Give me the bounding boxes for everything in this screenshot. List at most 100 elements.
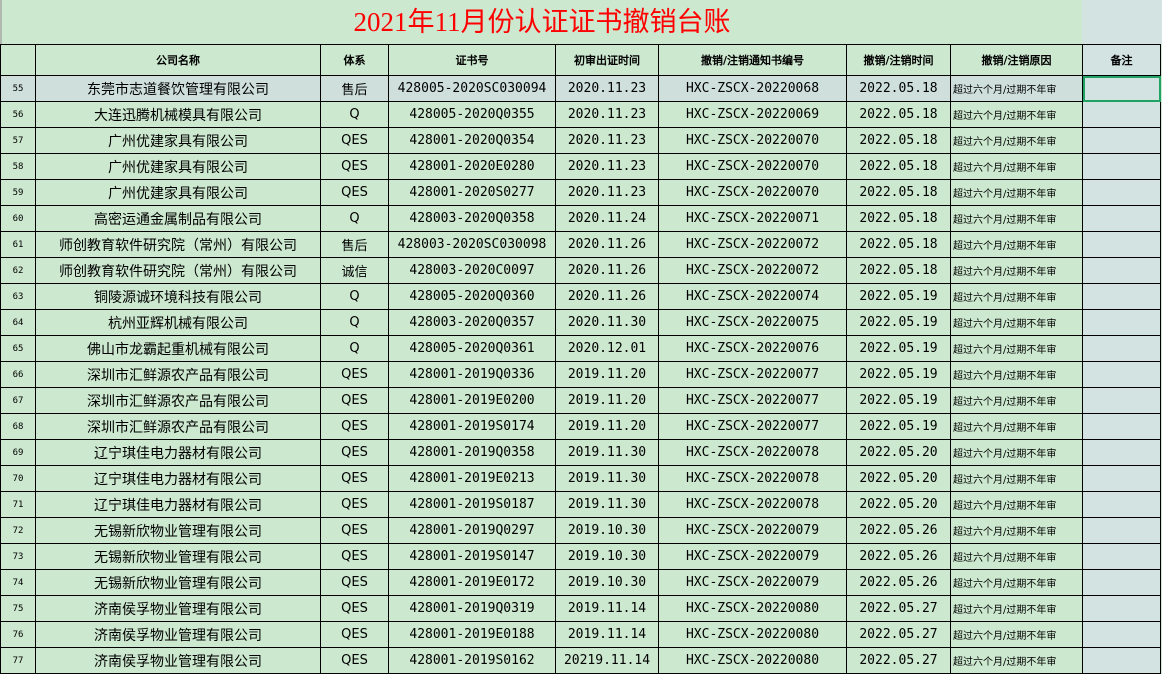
- company-name-cell[interactable]: 东莞市志道餐饮管理有限公司: [35, 75, 321, 102]
- notice-number-cell[interactable]: HXC-ZSCX-20220078: [658, 465, 847, 492]
- revocation-date-cell[interactable]: 2022.05.18: [846, 205, 951, 232]
- company-name-cell[interactable]: 深圳市汇鲜源农产品有限公司: [35, 387, 321, 414]
- system-cell[interactable]: QES: [320, 491, 389, 518]
- remarks-cell[interactable]: [1082, 361, 1161, 388]
- row-number-cell[interactable]: 66: [0, 361, 36, 388]
- revocation-reason-cell[interactable]: 超过六个月/过期不年审: [950, 127, 1083, 154]
- certificate-number-cell[interactable]: 428001-2019E0188: [388, 621, 556, 648]
- revocation-reason-cell[interactable]: 超过六个月/过期不年审: [950, 465, 1083, 492]
- system-cell[interactable]: 售后: [320, 231, 389, 258]
- notice-number-cell[interactable]: HXC-ZSCX-20220069: [658, 101, 847, 128]
- revocation-reason-cell[interactable]: 超过六个月/过期不年审: [950, 517, 1083, 544]
- notice-number-cell[interactable]: HXC-ZSCX-20220076: [658, 335, 847, 362]
- certificate-number-cell[interactable]: 428003-2020C0097: [388, 257, 556, 284]
- initial-issue-date-cell[interactable]: 2020.11.26: [555, 283, 659, 310]
- company-name-cell[interactable]: 广州优建家具有限公司: [35, 153, 321, 180]
- system-cell[interactable]: QES: [320, 569, 389, 596]
- initial-issue-date-cell[interactable]: 2019.10.30: [555, 569, 659, 596]
- revocation-reason-cell[interactable]: 超过六个月/过期不年审: [950, 75, 1083, 102]
- revocation-reason-cell[interactable]: 超过六个月/过期不年审: [950, 543, 1083, 570]
- revocation-date-cell[interactable]: 2022.05.26: [846, 517, 951, 544]
- certificate-number-cell[interactable]: 428001-2019S0174: [388, 413, 556, 440]
- row-number-cell[interactable]: 63: [0, 283, 36, 310]
- system-cell[interactable]: 售后: [320, 75, 389, 102]
- row-number-cell[interactable]: 59: [0, 179, 36, 206]
- certificate-number-cell[interactable]: 428001-2020Q0354: [388, 127, 556, 154]
- notice-number-cell[interactable]: HXC-ZSCX-20220080: [658, 595, 847, 622]
- initial-issue-date-cell[interactable]: 2020.11.30: [555, 309, 659, 336]
- initial-issue-date-cell[interactable]: 2019.11.30: [555, 439, 659, 466]
- initial-issue-date-header[interactable]: 初审出证时间: [555, 44, 659, 76]
- notice-number-cell[interactable]: HXC-ZSCX-20220070: [658, 179, 847, 206]
- notice-number-cell[interactable]: HXC-ZSCX-20220072: [658, 257, 847, 284]
- initial-issue-date-cell[interactable]: 2019.11.20: [555, 387, 659, 414]
- company-name-cell[interactable]: 广州优建家具有限公司: [35, 127, 321, 154]
- remarks-cell[interactable]: [1082, 153, 1161, 180]
- revocation-date-cell[interactable]: 2022.05.26: [846, 543, 951, 570]
- row-number-cell[interactable]: 57: [0, 127, 36, 154]
- remarks-cell[interactable]: [1082, 257, 1161, 284]
- company-name-header[interactable]: 公司名称: [35, 44, 321, 76]
- row-number-cell[interactable]: 72: [0, 517, 36, 544]
- initial-issue-date-cell[interactable]: 2020.11.23: [555, 153, 659, 180]
- remarks-cell[interactable]: [1082, 75, 1161, 102]
- notice-number-cell[interactable]: HXC-ZSCX-20220077: [658, 387, 847, 414]
- certificate-number-cell[interactable]: 428001-2019Q0297: [388, 517, 556, 544]
- initial-issue-date-cell[interactable]: 2019.11.20: [555, 361, 659, 388]
- system-header[interactable]: 体系: [320, 44, 389, 76]
- remarks-cell[interactable]: [1082, 569, 1161, 596]
- system-cell[interactable]: QES: [320, 621, 389, 648]
- row-number-cell[interactable]: 58: [0, 153, 36, 180]
- certificate-number-cell[interactable]: 428001-2019E0172: [388, 569, 556, 596]
- notice-number-cell[interactable]: HXC-ZSCX-20220074: [658, 283, 847, 310]
- system-cell[interactable]: QES: [320, 413, 389, 440]
- notice-number-cell[interactable]: HXC-ZSCX-20220070: [658, 153, 847, 180]
- row-number-cell[interactable]: 68: [0, 413, 36, 440]
- row-number-cell[interactable]: 56: [0, 101, 36, 128]
- certificate-number-cell[interactable]: 428001-2019Q0358: [388, 439, 556, 466]
- row-number-cell[interactable]: 64: [0, 309, 36, 336]
- row-number-cell[interactable]: 73: [0, 543, 36, 570]
- notice-number-cell[interactable]: HXC-ZSCX-20220079: [658, 543, 847, 570]
- initial-issue-date-cell[interactable]: 2020.11.23: [555, 75, 659, 102]
- row-number-cell[interactable]: 61: [0, 231, 36, 258]
- certificate-number-cell[interactable]: 428001-2019S0187: [388, 491, 556, 518]
- notice-number-cell[interactable]: HXC-ZSCX-20220079: [658, 517, 847, 544]
- revocation-reason-cell[interactable]: 超过六个月/过期不年审: [950, 361, 1083, 388]
- row-number-cell[interactable]: 69: [0, 439, 36, 466]
- notice-number-cell[interactable]: HXC-ZSCX-20220078: [658, 439, 847, 466]
- revocation-reason-cell[interactable]: 超过六个月/过期不年审: [950, 101, 1083, 128]
- certificate-number-cell[interactable]: 428001-2019Q0336: [388, 361, 556, 388]
- revocation-reason-header[interactable]: 撤销/注销原因: [950, 44, 1083, 76]
- row-number-cell[interactable]: 75: [0, 595, 36, 622]
- notice-number-cell[interactable]: HXC-ZSCX-20220078: [658, 491, 847, 518]
- notice-number-cell[interactable]: HXC-ZSCX-20220071: [658, 205, 847, 232]
- revocation-date-cell[interactable]: 2022.05.26: [846, 569, 951, 596]
- certificate-number-cell[interactable]: 428001-2020S0277: [388, 179, 556, 206]
- notice-number-cell[interactable]: HXC-ZSCX-20220077: [658, 413, 847, 440]
- company-name-cell[interactable]: 济南侯孚物业管理有限公司: [35, 647, 321, 674]
- company-name-cell[interactable]: 无锡新欣物业管理有限公司: [35, 517, 321, 544]
- revocation-reason-cell[interactable]: 超过六个月/过期不年审: [950, 153, 1083, 180]
- initial-issue-date-cell[interactable]: 2020.11.26: [555, 257, 659, 284]
- row-number-header[interactable]: [0, 44, 36, 76]
- remarks-cell[interactable]: [1082, 413, 1161, 440]
- revocation-date-cell[interactable]: 2022.05.18: [846, 257, 951, 284]
- system-cell[interactable]: Q: [320, 101, 389, 128]
- remarks-cell[interactable]: [1082, 283, 1161, 310]
- revocation-reason-cell[interactable]: 超过六个月/过期不年审: [950, 335, 1083, 362]
- notice-number-cell[interactable]: HXC-ZSCX-20220068: [658, 75, 847, 102]
- initial-issue-date-cell[interactable]: 2019.11.14: [555, 621, 659, 648]
- certificate-number-cell[interactable]: 428001-2019E0200: [388, 387, 556, 414]
- company-name-cell[interactable]: 铜陵源诚环境科技有限公司: [35, 283, 321, 310]
- remarks-cell[interactable]: [1082, 335, 1161, 362]
- certificate-number-cell[interactable]: 428005-2020SC030094: [388, 75, 556, 102]
- certificate-number-cell[interactable]: 428003-2020SC030098: [388, 231, 556, 258]
- company-name-cell[interactable]: 无锡新欣物业管理有限公司: [35, 543, 321, 570]
- remarks-cell[interactable]: [1082, 595, 1161, 622]
- revocation-date-cell[interactable]: 2022.05.27: [846, 595, 951, 622]
- revocation-date-cell[interactable]: 2022.05.27: [846, 647, 951, 674]
- revocation-reason-cell[interactable]: 超过六个月/过期不年审: [950, 621, 1083, 648]
- system-cell[interactable]: Q: [320, 335, 389, 362]
- company-name-cell[interactable]: 辽宁琪佳电力器材有限公司: [35, 439, 321, 466]
